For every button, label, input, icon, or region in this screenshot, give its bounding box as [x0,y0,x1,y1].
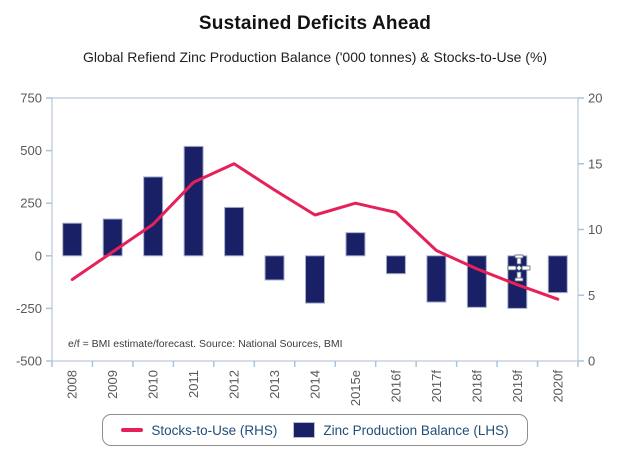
bar-2013 [264,255,285,281]
x-axis-label: 2019f [510,370,525,403]
right-axis-label: 15 [588,156,602,171]
legend-label: Stocks-to-Use (RHS) [151,422,278,438]
mouse-cursor-icon [507,265,517,271]
legend-label: Zinc Production Balance (LHS) [323,422,509,438]
bar-2011 [183,145,204,257]
x-axis-label: 2010 [146,370,161,399]
legend-box: Stocks-to-Use (RHS) Zinc Production Bala… [102,414,528,446]
bar-2015e [345,232,366,257]
x-axis-label: 2012 [227,370,242,399]
right-axis-label: 10 [588,222,602,237]
bar-2008 [62,222,83,257]
bar-2018f [466,255,487,308]
x-axis-label: 2020f [550,370,565,403]
left-axis-label: -250 [16,301,42,316]
bar-2017f [426,255,447,303]
legend-item-stocks-to-use: Stocks-to-Use (RHS) [121,423,277,438]
stocks-to-use-line [70,162,560,301]
left-axis-label: 250 [20,196,42,211]
x-axis-label: 2013 [267,370,282,399]
bar-2012 [224,206,245,257]
x-axis-label: 2015e [348,370,363,406]
left-axis-label: -500 [16,354,42,369]
left-axis-label: 750 [20,91,42,106]
source-footnote: e/f = BMI estimate/forecast. Source: Nat… [68,338,343,350]
legend-item-zinc-balance: Zinc Production Balance (LHS) [293,422,509,438]
right-axis-label: 20 [588,91,602,106]
right-axis-label: 5 [588,288,595,303]
mouse-cursor-icon [514,254,524,259]
right-axis-label: 0 [588,354,595,369]
mouse-cursor-icon [515,264,523,272]
plot-area [51,97,579,362]
x-axis-label: 2008 [65,370,80,399]
bar-swatch-icon [293,422,316,438]
left-axis-label: 0 [35,248,42,263]
x-axis-label: 2018f [469,370,484,403]
chart-title: Sustained Deficits Ahead [198,13,432,34]
chart-subtitle: Global Refiend Zinc Production Balance (… [82,49,548,65]
line-swatch-icon [121,428,144,432]
x-axis-label: 2011 [186,370,201,398]
bar-2016f [385,255,406,275]
mouse-cursor-icon [514,277,524,282]
mouse-cursor-icon [521,265,531,271]
bar-2009 [102,218,123,257]
legend: Stocks-to-Use (RHS) Zinc Production Bala… [0,414,630,446]
x-axis-label: 2016f [388,370,403,403]
x-axis-label: 2017f [429,370,444,403]
x-axis-label: 2014 [308,370,323,399]
x-axis-label: 2009 [105,370,120,399]
left-axis-label: 500 [20,143,42,158]
bar-2014 [305,255,325,304]
bar-2020f [547,255,568,294]
